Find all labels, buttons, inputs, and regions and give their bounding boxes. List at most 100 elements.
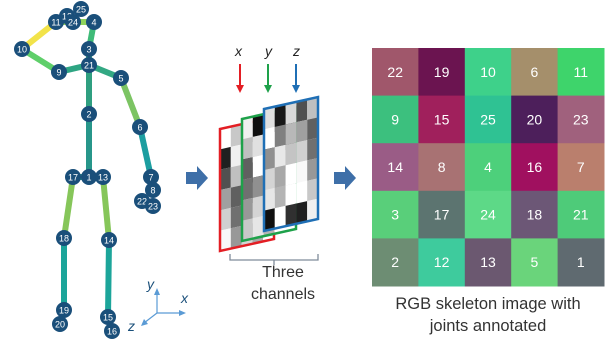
channel-labels: x y z bbox=[234, 43, 300, 93]
bone-14-15 bbox=[105, 237, 112, 320]
rgb-cell-label: 5 bbox=[531, 254, 539, 270]
joint-label: 22 bbox=[137, 196, 147, 206]
rgb-cell-16: 16 bbox=[511, 143, 559, 192]
channel-cell bbox=[220, 187, 231, 211]
joint-label: 4 bbox=[91, 17, 96, 27]
channel-cell bbox=[307, 117, 318, 141]
channel-cell bbox=[230, 185, 242, 208]
channel-cell bbox=[242, 197, 253, 221]
joint-15: 15 bbox=[100, 309, 116, 325]
rgb-cell-15: 15 bbox=[418, 95, 466, 144]
joint-8: 8 bbox=[145, 182, 161, 198]
joint-label: 3 bbox=[86, 44, 91, 54]
channel-cell bbox=[242, 177, 253, 201]
rgb-cell-label: 22 bbox=[387, 64, 403, 80]
rgb-cell-fill bbox=[511, 238, 559, 287]
joint-marker bbox=[52, 316, 68, 332]
joint-3: 3 bbox=[81, 41, 97, 57]
joint-label: 2 bbox=[86, 109, 91, 119]
joint-16: 16 bbox=[104, 323, 120, 339]
rgb-cell-label: 15 bbox=[434, 111, 450, 127]
joint-label: 8 bbox=[150, 185, 155, 195]
rgb-cell-fill bbox=[418, 190, 466, 239]
channel-x-arrow bbox=[236, 64, 244, 93]
rgb-cell-fill bbox=[418, 95, 466, 144]
rgb-cell-fill bbox=[511, 190, 559, 239]
channel-cell bbox=[230, 144, 242, 168]
channels-caption-line-1: Three bbox=[262, 264, 304, 281]
rgb-caption-line-2: joints annotated bbox=[429, 317, 547, 335]
rgb-cell-fill bbox=[557, 48, 605, 97]
channel-cell bbox=[220, 228, 231, 251]
joint-14: 14 bbox=[101, 232, 117, 248]
rgb-cell-22: 22 bbox=[372, 48, 419, 97]
rgb-cell-label: 14 bbox=[387, 159, 403, 175]
channels-caption-line-2: channels bbox=[250, 286, 316, 303]
rgb-cell-11: 11 bbox=[557, 48, 605, 97]
rgb-cell-label: 9 bbox=[391, 111, 399, 127]
channel-cell bbox=[264, 126, 275, 150]
joint-marker bbox=[104, 323, 120, 339]
rgb-cell-fill bbox=[557, 143, 605, 192]
joint-18: 18 bbox=[56, 230, 72, 246]
rgb-cell-label: 24 bbox=[480, 207, 496, 223]
coordinate-axes: y x z bbox=[127, 276, 189, 334]
channel-cell bbox=[230, 124, 242, 147]
bone-17-18 bbox=[61, 174, 76, 241]
joint-marker bbox=[81, 57, 97, 73]
joint-label: 9 bbox=[56, 67, 61, 77]
channel-cell bbox=[307, 198, 318, 222]
axis-y-arrowhead bbox=[154, 288, 160, 295]
rgb-cell-fill bbox=[372, 95, 419, 144]
joint-19: 19 bbox=[56, 302, 72, 318]
joint-label: 6 bbox=[137, 122, 142, 132]
rgb-cell-label: 16 bbox=[527, 159, 543, 175]
joint-1: 1 bbox=[81, 169, 97, 185]
joint-5: 5 bbox=[113, 70, 129, 86]
channel-cell bbox=[307, 97, 318, 120]
channel-cell bbox=[242, 218, 253, 241]
joint-10: 10 bbox=[14, 41, 30, 57]
rgb-cell-1: 1 bbox=[557, 238, 605, 287]
joint-label: 10 bbox=[17, 44, 27, 54]
channel-cell bbox=[220, 146, 231, 170]
joint-23: 23 bbox=[145, 198, 161, 214]
channel-cell bbox=[242, 116, 253, 140]
rgb-cell-label: 25 bbox=[480, 111, 496, 127]
channel-cell bbox=[264, 208, 275, 231]
channel-cell bbox=[296, 160, 308, 184]
joint-label: 21 bbox=[84, 60, 94, 70]
joint-7: 7 bbox=[143, 169, 159, 185]
channel-cell bbox=[285, 101, 297, 125]
channel-cell bbox=[252, 195, 264, 219]
channel-cell bbox=[285, 122, 297, 145]
rgb-caption-line-1: RGB skeleton image with bbox=[395, 295, 581, 313]
joint-24: 24 bbox=[65, 14, 81, 30]
rgb-cell-label: 6 bbox=[531, 64, 539, 80]
joint-label: 5 bbox=[118, 73, 123, 83]
channel-cell bbox=[220, 126, 231, 150]
joint-6: 6 bbox=[132, 119, 148, 135]
rgb-cell-17: 17 bbox=[418, 190, 466, 239]
rgb-cell-fill bbox=[418, 143, 466, 192]
joint-label: 16 bbox=[107, 326, 117, 336]
rgb-cell-fill bbox=[557, 238, 605, 287]
rgb-cell-7: 7 bbox=[557, 143, 605, 192]
axis-x-arrowhead bbox=[179, 310, 186, 316]
channel-cell bbox=[264, 106, 275, 130]
channel-cell bbox=[285, 162, 297, 186]
channel-x-label: x bbox=[234, 43, 243, 59]
joint-marker bbox=[81, 169, 97, 185]
rgb-cell-label: 23 bbox=[573, 111, 589, 127]
rgb-cell-fill bbox=[557, 190, 605, 239]
rgb-cell-fill bbox=[511, 48, 559, 97]
channel-cell bbox=[296, 140, 308, 163]
channel-cell bbox=[285, 203, 297, 227]
channel-cell bbox=[307, 178, 318, 202]
channel-cell bbox=[274, 144, 286, 168]
rgb-cell-21: 21 bbox=[557, 190, 605, 239]
channel-frame bbox=[262, 95, 320, 233]
joint-marker bbox=[65, 169, 81, 185]
